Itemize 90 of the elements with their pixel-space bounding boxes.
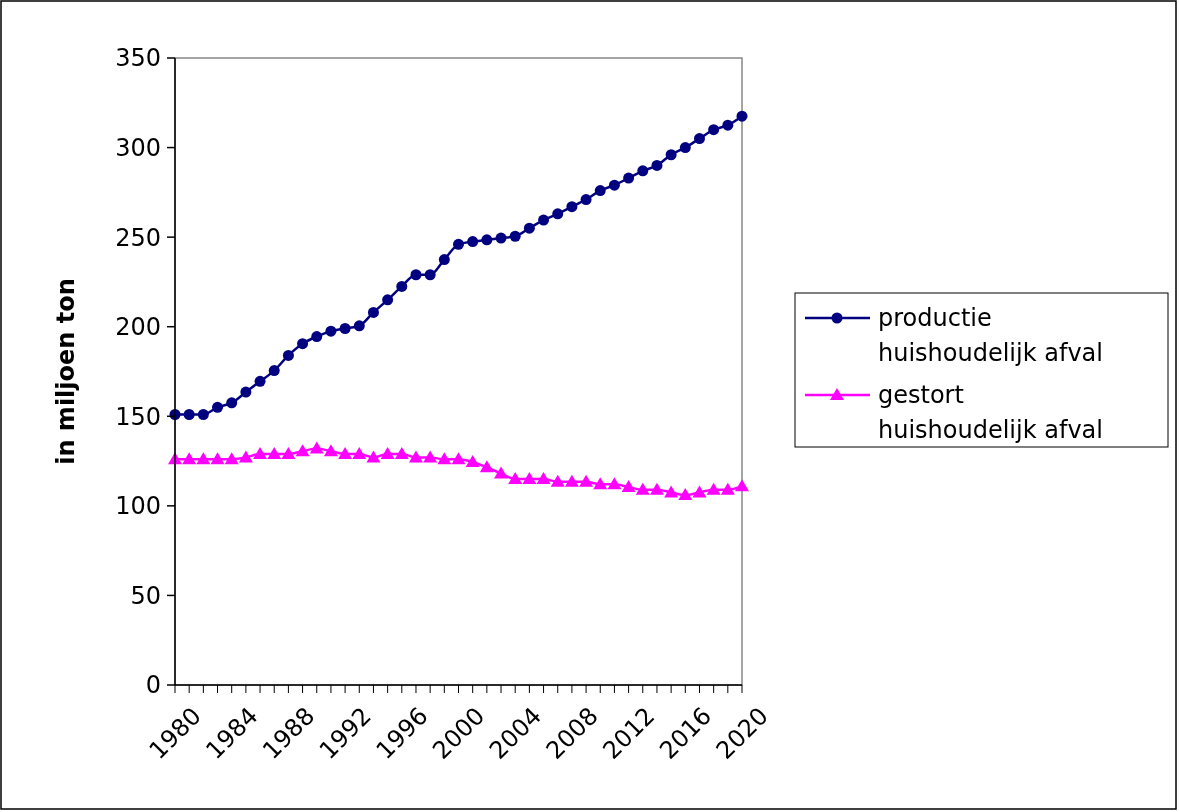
point [566,201,578,213]
point [509,230,521,242]
point [722,119,734,131]
point [706,482,721,495]
point [424,269,436,281]
point [564,474,579,487]
point [267,446,282,459]
point [240,386,252,398]
point [396,280,408,292]
y-axis-title: in miljoen ton [52,278,80,465]
point [394,446,409,459]
point [366,450,381,463]
point [226,397,238,409]
point [451,452,466,465]
point [679,142,691,154]
point [382,294,394,306]
y-tick-label: 250 [115,223,161,252]
point [649,482,664,495]
point [607,477,622,490]
point [637,165,649,177]
point [651,159,663,171]
point [309,441,324,454]
point [295,444,310,457]
y-tick-label: 50 [130,581,161,610]
point [183,408,195,420]
point [593,477,608,490]
point [621,480,636,493]
point [552,208,564,220]
point [708,124,720,136]
point [608,179,620,191]
point [594,185,606,197]
point [268,365,280,377]
point [453,238,464,250]
legend-label: gestort huishoudelijk afval [878,381,1103,445]
point [210,452,225,465]
point [339,323,351,335]
point [735,479,749,492]
point [254,375,266,387]
point [367,306,379,318]
point [580,194,592,206]
point [408,450,423,463]
point [494,466,509,479]
y-tick-label: 200 [115,313,161,342]
point [635,482,650,495]
point [523,222,535,234]
point [380,446,395,459]
point [736,110,748,122]
point [338,446,353,459]
point [253,446,268,459]
y-tick-label: 150 [115,402,161,431]
point [522,471,537,484]
point [538,214,550,226]
point [196,452,211,465]
point [238,450,253,463]
point [720,482,735,495]
point [465,454,480,467]
point [536,471,551,484]
y-tick-label: 100 [115,492,161,521]
point [665,149,677,161]
point [467,236,479,248]
point [352,446,367,459]
point [550,474,565,487]
point [323,444,338,457]
point [693,133,705,145]
point [678,488,693,501]
y-tick-label: 350 [115,44,161,73]
point [423,450,438,463]
y-tick-label: 300 [115,133,161,162]
point [297,338,309,350]
point [508,471,523,484]
point [410,269,422,281]
point [692,485,707,498]
point [623,172,635,184]
point [479,460,494,473]
point [353,320,365,332]
point [182,452,197,465]
y-tick-label: 0 [145,671,161,700]
point [438,254,450,266]
point [282,349,294,361]
point [197,408,209,420]
point [481,234,493,246]
point [311,331,323,343]
point [437,452,452,465]
point [579,474,594,487]
point [224,452,239,465]
point [212,401,224,413]
point [281,446,296,459]
point [495,232,507,244]
point [664,485,679,498]
point [325,325,337,337]
